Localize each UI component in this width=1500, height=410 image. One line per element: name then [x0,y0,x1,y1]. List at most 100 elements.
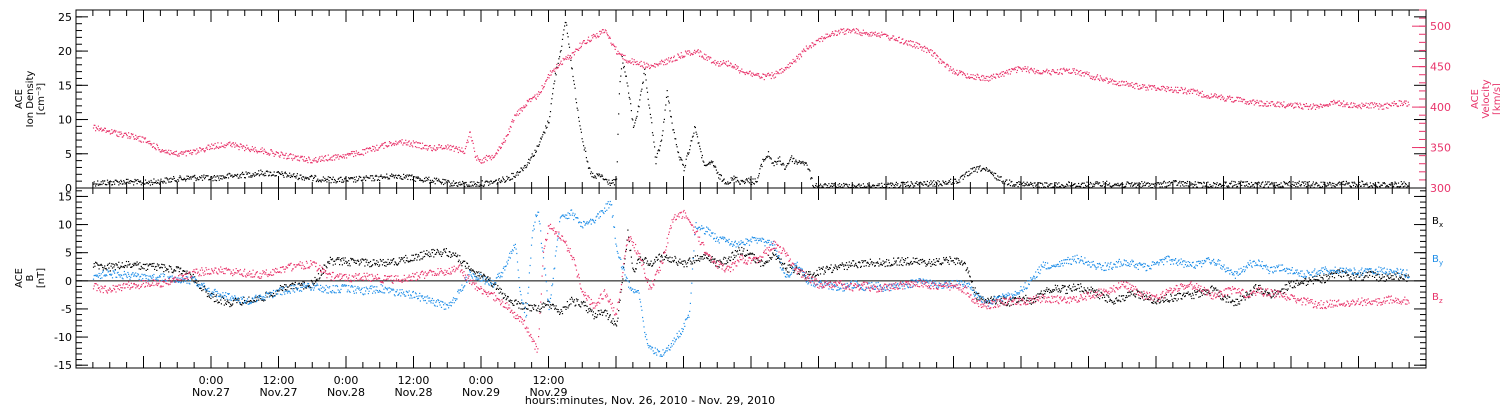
data-point [1356,105,1358,107]
data-point [786,66,788,68]
data-point [995,178,997,180]
data-point [1018,183,1021,185]
data-point [580,131,582,133]
data-point [519,107,521,110]
data-point [1033,71,1035,73]
data-point [609,182,611,184]
data-point [225,145,227,147]
data-point [601,29,604,31]
data-point [1311,107,1313,109]
data-point [1376,103,1378,105]
data-point [206,295,208,298]
data-point [264,172,266,174]
data-point [599,313,601,316]
data-point [462,182,464,184]
data-point [514,176,516,178]
data-point [617,50,619,52]
data-point [935,54,938,56]
data-point [1016,182,1018,184]
data-point [1063,67,1065,69]
data-point [1215,183,1217,186]
data-point [270,292,272,294]
data-point [180,267,182,269]
data-point [835,186,837,188]
data-point [207,144,209,146]
data-point [372,177,374,179]
data-point [376,144,378,146]
data-point [1210,186,1212,188]
data-point [170,268,173,270]
data-point [748,72,750,74]
data-point [703,254,705,256]
data-point [991,171,993,173]
data-point [637,111,639,113]
data-point [587,308,590,310]
data-point [646,62,648,64]
data-point [765,157,767,160]
data-point [785,68,787,70]
data-point [436,148,438,150]
data-point [566,301,568,303]
data-point [476,155,478,157]
data-point [143,268,145,270]
data-point [116,264,118,266]
data-point [587,312,589,314]
data-point [664,109,666,111]
data-point [664,59,666,61]
data-point [206,290,208,292]
data-point [497,150,500,152]
data-point [355,176,357,178]
data-point [1127,182,1130,184]
data-point [622,58,624,60]
data-point [510,178,512,180]
data-point [306,159,308,162]
data-point [1069,72,1071,74]
data-point [185,150,187,152]
data-point [649,67,651,69]
data-point [115,179,117,181]
data-point [709,163,711,165]
data-point [211,292,213,294]
data-point [331,178,333,180]
data-point [979,79,981,81]
data-point [400,257,402,259]
data-point [1251,100,1253,102]
data-point [1150,85,1152,87]
data-point [588,39,590,42]
data-point [986,168,988,170]
data-point [298,177,301,180]
data-point [708,255,710,257]
data-point [1398,100,1400,102]
data-point [496,153,498,155]
data-point [249,300,251,302]
data-point [292,283,294,285]
data-point [196,152,199,154]
data-point [1041,182,1043,184]
data-point [703,58,705,60]
data-point [515,299,517,301]
data-point [279,172,281,174]
data-point [661,254,663,256]
data-point [958,72,960,74]
data-point [1057,73,1059,75]
data-point [552,303,554,305]
data-point [481,162,483,164]
data-point [694,49,696,51]
data-point [808,169,810,171]
data-point [1230,182,1232,184]
data-point [334,154,336,156]
data-point [687,262,689,264]
data-point [843,268,845,270]
data-point [313,284,315,286]
data-point [987,170,989,172]
data-point [803,49,805,51]
data-point [518,307,520,309]
data-point [494,155,496,157]
data-point [630,62,632,64]
data-point [289,172,291,174]
data-point [490,156,492,158]
data-point [261,147,263,149]
data-point [148,264,150,266]
data-point [247,300,249,302]
data-point [106,269,108,271]
